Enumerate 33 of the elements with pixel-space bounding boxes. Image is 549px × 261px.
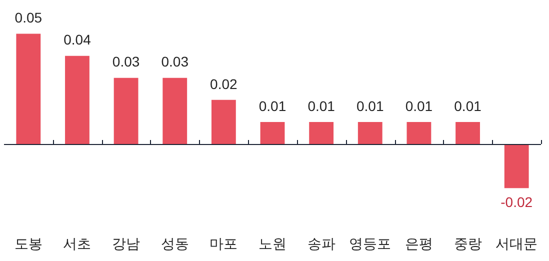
bar	[504, 144, 529, 188]
data-label: -0.02	[500, 194, 533, 210]
data-label: 0.01	[356, 98, 384, 114]
data-label: 0.01	[405, 98, 433, 114]
data-label: 0.01	[258, 98, 286, 114]
bar	[456, 122, 480, 144]
x-tick-label: 영등포	[349, 235, 392, 252]
bar	[65, 56, 90, 144]
bar	[358, 122, 382, 144]
bar	[211, 100, 236, 144]
data-label: 0.05	[14, 10, 42, 26]
data-label: 0.03	[112, 54, 140, 70]
bar	[162, 78, 188, 144]
data-label: 0.04	[64, 32, 92, 48]
x-tick-label: 은평	[404, 235, 433, 252]
x-tick-label: 성동	[160, 235, 189, 252]
data-label: 0.01	[454, 98, 482, 114]
bar	[114, 78, 138, 144]
x-tick-label: 마포	[210, 235, 238, 252]
x-tick-label: 노원	[258, 235, 286, 252]
bar	[16, 34, 41, 144]
bar	[260, 122, 285, 144]
bar	[309, 122, 334, 144]
data-label: 0.03	[161, 54, 189, 70]
x-tick-label: 서초	[63, 235, 92, 252]
x-tick-label: 도봉	[14, 235, 42, 252]
data-label: 0.01	[308, 98, 336, 114]
x-tick-label: 중랑	[454, 235, 482, 252]
x-tick-label: 강남	[112, 235, 140, 252]
data-label: 0.02	[210, 76, 238, 92]
x-tick-label: 송파	[307, 235, 336, 252]
x-tick-label: 서대문	[496, 235, 538, 252]
bar	[406, 122, 432, 144]
